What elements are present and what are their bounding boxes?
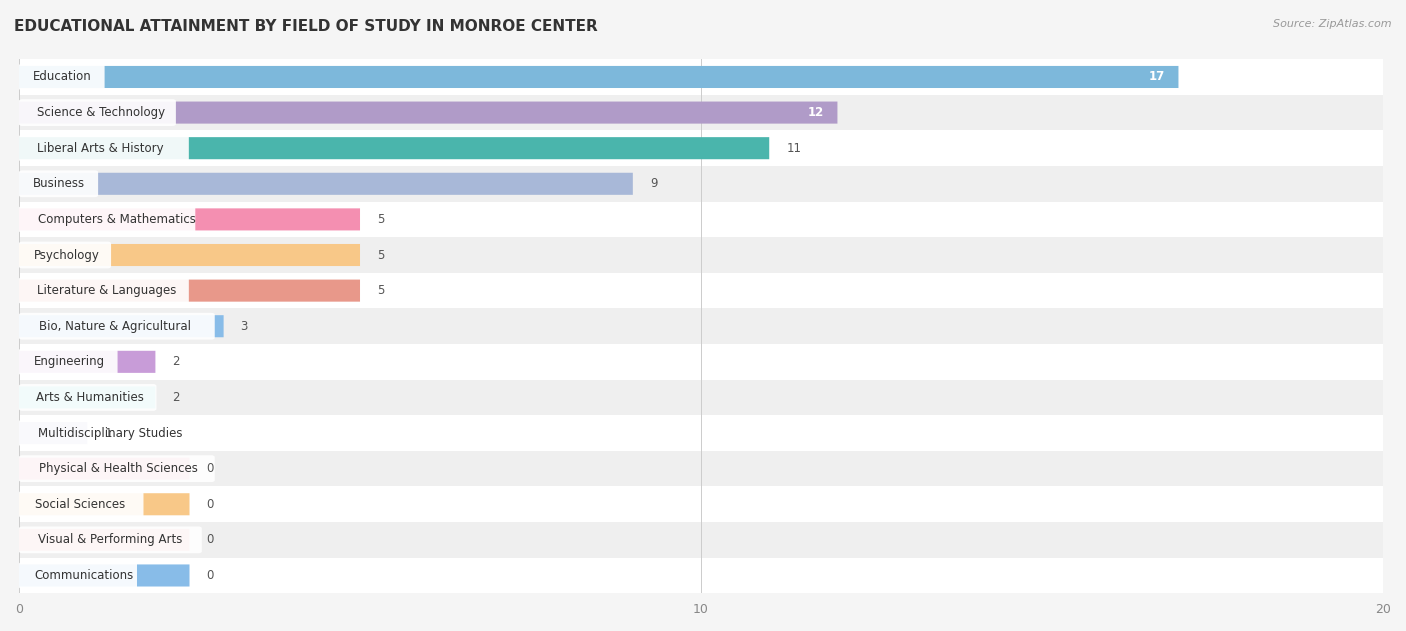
Text: 2: 2 xyxy=(173,391,180,404)
Bar xyxy=(20,59,1384,95)
Text: Social Sciences: Social Sciences xyxy=(35,498,125,510)
Text: Literature & Languages: Literature & Languages xyxy=(38,284,177,297)
FancyBboxPatch shape xyxy=(20,173,633,195)
Text: 11: 11 xyxy=(786,142,801,155)
FancyBboxPatch shape xyxy=(20,386,156,408)
Bar xyxy=(20,95,1384,131)
Bar xyxy=(20,558,1384,593)
FancyBboxPatch shape xyxy=(20,491,143,517)
Text: Communications: Communications xyxy=(35,569,134,582)
FancyBboxPatch shape xyxy=(20,244,360,266)
Text: 9: 9 xyxy=(650,177,658,191)
FancyBboxPatch shape xyxy=(20,493,190,516)
FancyBboxPatch shape xyxy=(20,316,224,337)
FancyBboxPatch shape xyxy=(20,102,838,124)
Text: 0: 0 xyxy=(207,533,214,546)
Bar xyxy=(20,451,1384,487)
Bar xyxy=(20,273,1384,309)
FancyBboxPatch shape xyxy=(20,565,190,586)
Text: 5: 5 xyxy=(377,249,384,261)
FancyBboxPatch shape xyxy=(20,64,104,90)
FancyBboxPatch shape xyxy=(20,277,188,304)
Bar xyxy=(20,344,1384,380)
Text: 17: 17 xyxy=(1149,71,1164,83)
Bar xyxy=(20,166,1384,201)
Bar xyxy=(20,309,1384,344)
FancyBboxPatch shape xyxy=(20,529,190,551)
Text: 3: 3 xyxy=(240,320,247,333)
FancyBboxPatch shape xyxy=(20,351,156,373)
FancyBboxPatch shape xyxy=(20,99,176,126)
FancyBboxPatch shape xyxy=(20,66,1178,88)
Bar xyxy=(20,487,1384,522)
Text: Physical & Health Sciences: Physical & Health Sciences xyxy=(39,462,198,475)
Text: Liberal Arts & History: Liberal Arts & History xyxy=(38,142,165,155)
Text: 0: 0 xyxy=(207,462,214,475)
Text: 12: 12 xyxy=(807,106,824,119)
FancyBboxPatch shape xyxy=(20,422,87,444)
Text: 1: 1 xyxy=(104,427,111,440)
Text: Business: Business xyxy=(32,177,84,191)
Text: Source: ZipAtlas.com: Source: ZipAtlas.com xyxy=(1274,19,1392,29)
Text: 0: 0 xyxy=(207,498,214,510)
Bar xyxy=(20,415,1384,451)
FancyBboxPatch shape xyxy=(20,420,208,446)
Bar xyxy=(20,201,1384,237)
FancyBboxPatch shape xyxy=(20,137,769,159)
Text: 0: 0 xyxy=(207,569,214,582)
FancyBboxPatch shape xyxy=(20,384,156,411)
FancyBboxPatch shape xyxy=(20,242,111,268)
FancyBboxPatch shape xyxy=(20,135,188,162)
FancyBboxPatch shape xyxy=(20,313,215,339)
Text: Psychology: Psychology xyxy=(34,249,100,261)
FancyBboxPatch shape xyxy=(20,206,195,233)
Text: Bio, Nature & Agricultural: Bio, Nature & Agricultural xyxy=(39,320,191,333)
Text: Science & Technology: Science & Technology xyxy=(37,106,165,119)
Text: 5: 5 xyxy=(377,284,384,297)
Text: Visual & Performing Arts: Visual & Performing Arts xyxy=(38,533,183,546)
FancyBboxPatch shape xyxy=(20,208,360,230)
FancyBboxPatch shape xyxy=(20,562,136,589)
FancyBboxPatch shape xyxy=(20,170,98,197)
Text: 5: 5 xyxy=(377,213,384,226)
Text: Arts & Humanities: Arts & Humanities xyxy=(35,391,143,404)
Text: 2: 2 xyxy=(173,355,180,369)
Bar xyxy=(20,522,1384,558)
Bar xyxy=(20,237,1384,273)
Bar xyxy=(20,380,1384,415)
Text: Education: Education xyxy=(34,71,91,83)
Text: Computers & Mathematics: Computers & Mathematics xyxy=(38,213,195,226)
Text: Engineering: Engineering xyxy=(34,355,105,369)
FancyBboxPatch shape xyxy=(20,280,360,302)
Bar xyxy=(20,131,1384,166)
Text: Multidisciplinary Studies: Multidisciplinary Studies xyxy=(38,427,183,440)
Text: EDUCATIONAL ATTAINMENT BY FIELD OF STUDY IN MONROE CENTER: EDUCATIONAL ATTAINMENT BY FIELD OF STUDY… xyxy=(14,19,598,34)
FancyBboxPatch shape xyxy=(20,457,190,480)
FancyBboxPatch shape xyxy=(20,526,202,553)
FancyBboxPatch shape xyxy=(20,348,118,375)
FancyBboxPatch shape xyxy=(20,456,215,482)
